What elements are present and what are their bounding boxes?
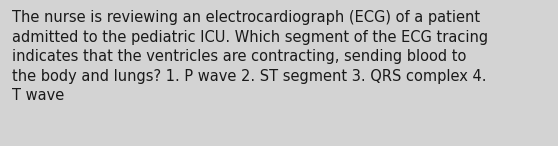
Text: The nurse is reviewing an electrocardiograph (ECG) of a patient
admitted to the : The nurse is reviewing an electrocardiog… (12, 10, 488, 104)
